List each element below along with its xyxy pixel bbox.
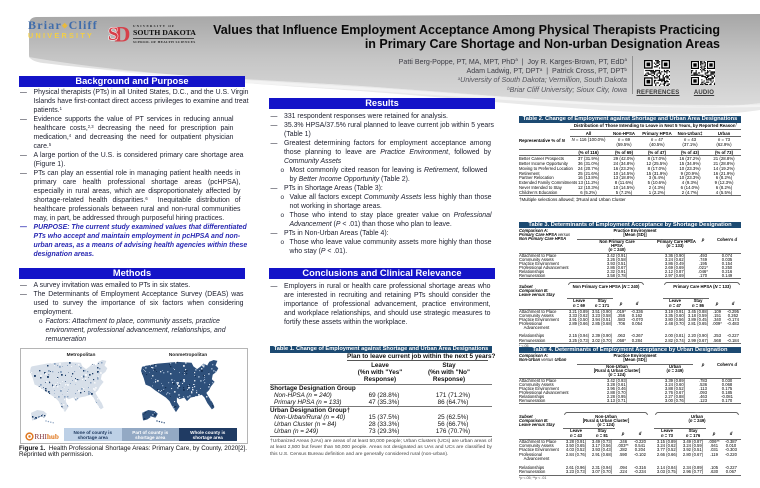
- svg-text:D: D: [115, 22, 131, 46]
- svg-text:S: S: [108, 24, 119, 45]
- svg-text:RHIhub: RHIhub: [35, 433, 59, 441]
